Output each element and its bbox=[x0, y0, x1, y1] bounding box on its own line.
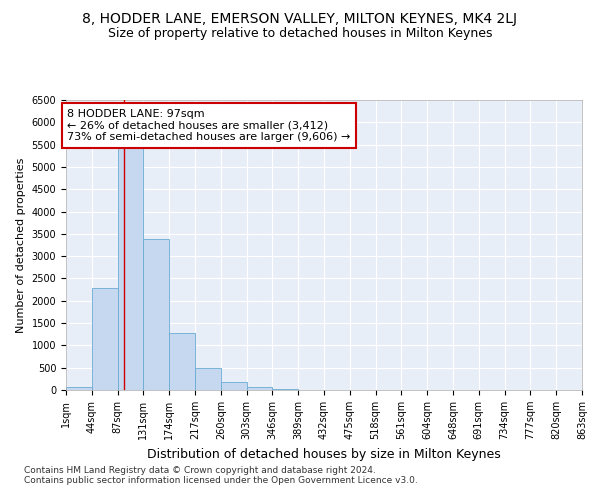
Bar bbox=[169, 333, 195, 390]
Y-axis label: Number of detached properties: Number of detached properties bbox=[16, 158, 26, 332]
Bar bbox=[247, 386, 272, 390]
Bar bbox=[195, 368, 221, 390]
Bar bbox=[66, 387, 92, 390]
Text: 8, HODDER LANE, EMERSON VALLEY, MILTON KEYNES, MK4 2LJ: 8, HODDER LANE, EMERSON VALLEY, MILTON K… bbox=[83, 12, 517, 26]
X-axis label: Distribution of detached houses by size in Milton Keynes: Distribution of detached houses by size … bbox=[147, 448, 501, 460]
Text: Size of property relative to detached houses in Milton Keynes: Size of property relative to detached ho… bbox=[108, 28, 492, 40]
Text: Contains HM Land Registry data © Crown copyright and database right 2024.
Contai: Contains HM Land Registry data © Crown c… bbox=[24, 466, 418, 485]
Bar bbox=[92, 288, 118, 390]
Bar bbox=[221, 382, 247, 390]
Bar bbox=[118, 148, 143, 390]
Bar bbox=[272, 389, 298, 390]
Text: 8 HODDER LANE: 97sqm
← 26% of detached houses are smaller (3,412)
73% of semi-de: 8 HODDER LANE: 97sqm ← 26% of detached h… bbox=[67, 109, 350, 142]
Bar bbox=[143, 239, 169, 390]
